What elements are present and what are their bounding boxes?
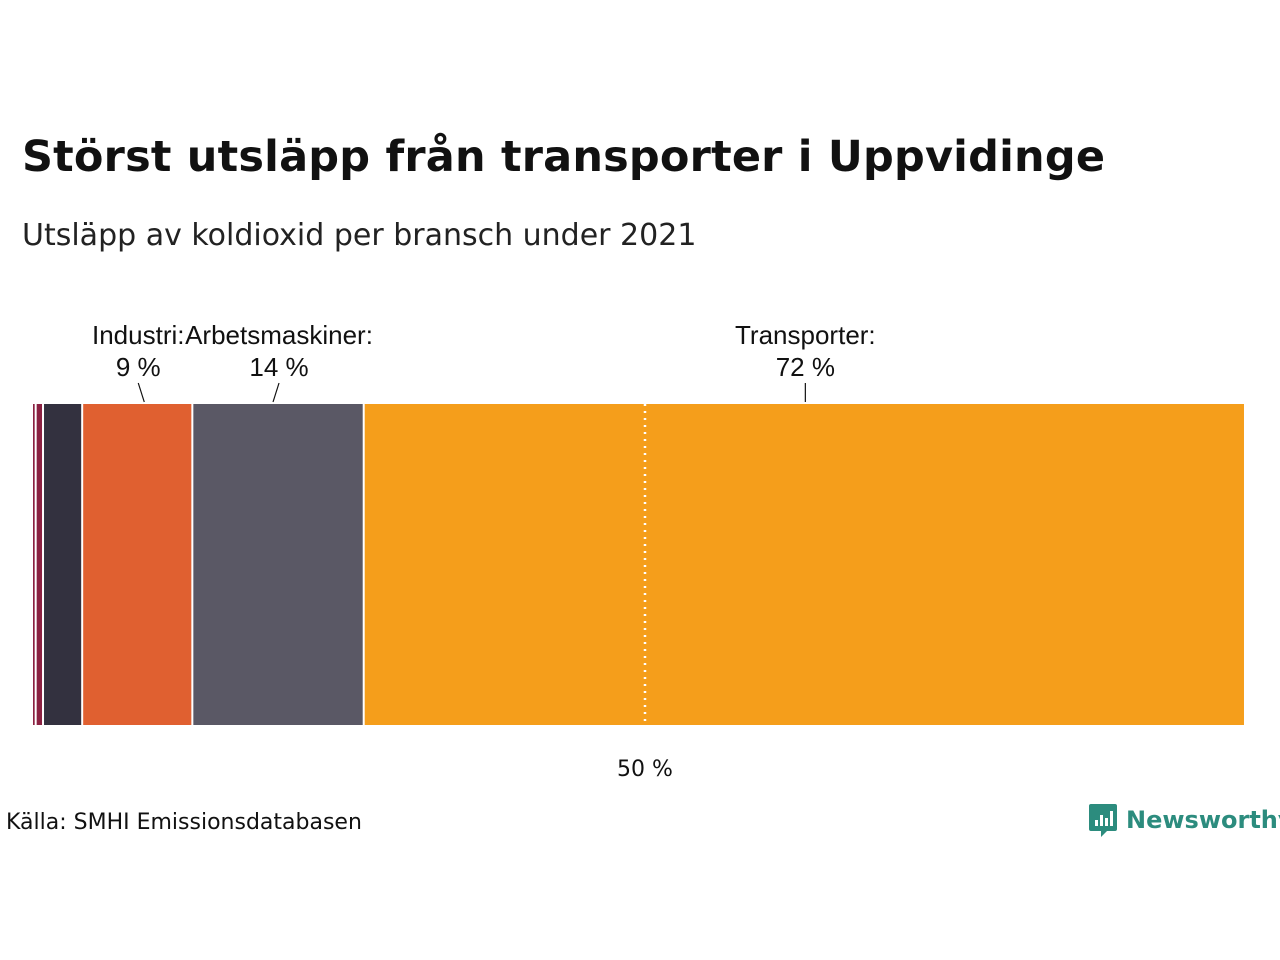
bar-segment-1: [36, 404, 43, 725]
segment-value-label: 14 %: [249, 352, 308, 382]
segment-labels: Industri:9 % Arbetsmaskiner:14 % Transport…: [92, 320, 876, 403]
segment-name-label: Industri:: [92, 320, 185, 350]
bar-segment-4: [193, 404, 363, 725]
segment-leader-line: [137, 382, 145, 403]
segment-value-label: 72 %: [776, 352, 835, 382]
segment-name-label: Arbetsmaskiner:: [185, 320, 373, 350]
reference-line-label: 50 %: [617, 757, 673, 782]
bar-segment-5: [364, 404, 1244, 725]
newsworthy-logo-icon: [1089, 804, 1117, 837]
brand-logo: Newsworthy: [1088, 802, 1280, 838]
bar-segment-2: [44, 404, 82, 725]
bar-segment-3: [83, 404, 192, 725]
bar-segments: [33, 404, 1244, 725]
source-note: Källa: SMHI Emissionsdatabasen: [6, 810, 362, 835]
segment-value-label: 9 %: [116, 352, 161, 382]
segment-name-label: Transporter:: [735, 320, 876, 350]
chart-subtitle: Utsläpp av koldioxid per bransch under 2…: [22, 218, 697, 253]
stacked-bar-chart: 50 % Industri:9 % Arbetsmaskiner:14 % Tran…: [33, 320, 1244, 782]
chart-title: Störst utsläpp från transporter i Uppvid…: [22, 132, 1106, 182]
brand-name: Newsworthy: [1126, 806, 1280, 834]
segment-leader-line: [272, 382, 280, 403]
bar-segment-0: [33, 404, 35, 725]
reference-line-group: 50 %: [617, 404, 673, 782]
